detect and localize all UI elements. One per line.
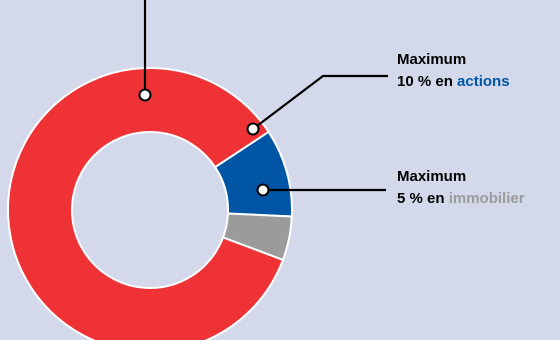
label-value: 5 % en immobilier	[397, 190, 525, 207]
label-prefix: Maximum	[397, 51, 466, 68]
leader-dot-main	[138, 88, 152, 102]
label-word: actions	[457, 73, 510, 90]
slices-group	[7, 67, 293, 340]
label-immobilier: Maximum 5 % en immobilier	[397, 168, 525, 207]
leader-dot-actions	[246, 122, 260, 136]
label-actions: Maximum 10 % en actions	[397, 51, 510, 90]
label-prefix: Maximum	[397, 168, 466, 185]
leader-line-actions	[252, 74, 388, 130]
leaders-group	[138, 0, 388, 197]
label-pre: 10 % en	[397, 73, 457, 90]
label-word: immobilier	[449, 190, 525, 207]
label-pre: 5 % en	[397, 190, 449, 207]
slice-main	[7, 67, 285, 340]
label-value: 10 % en actions	[397, 73, 510, 90]
leader-dot-immobilier	[256, 183, 270, 197]
